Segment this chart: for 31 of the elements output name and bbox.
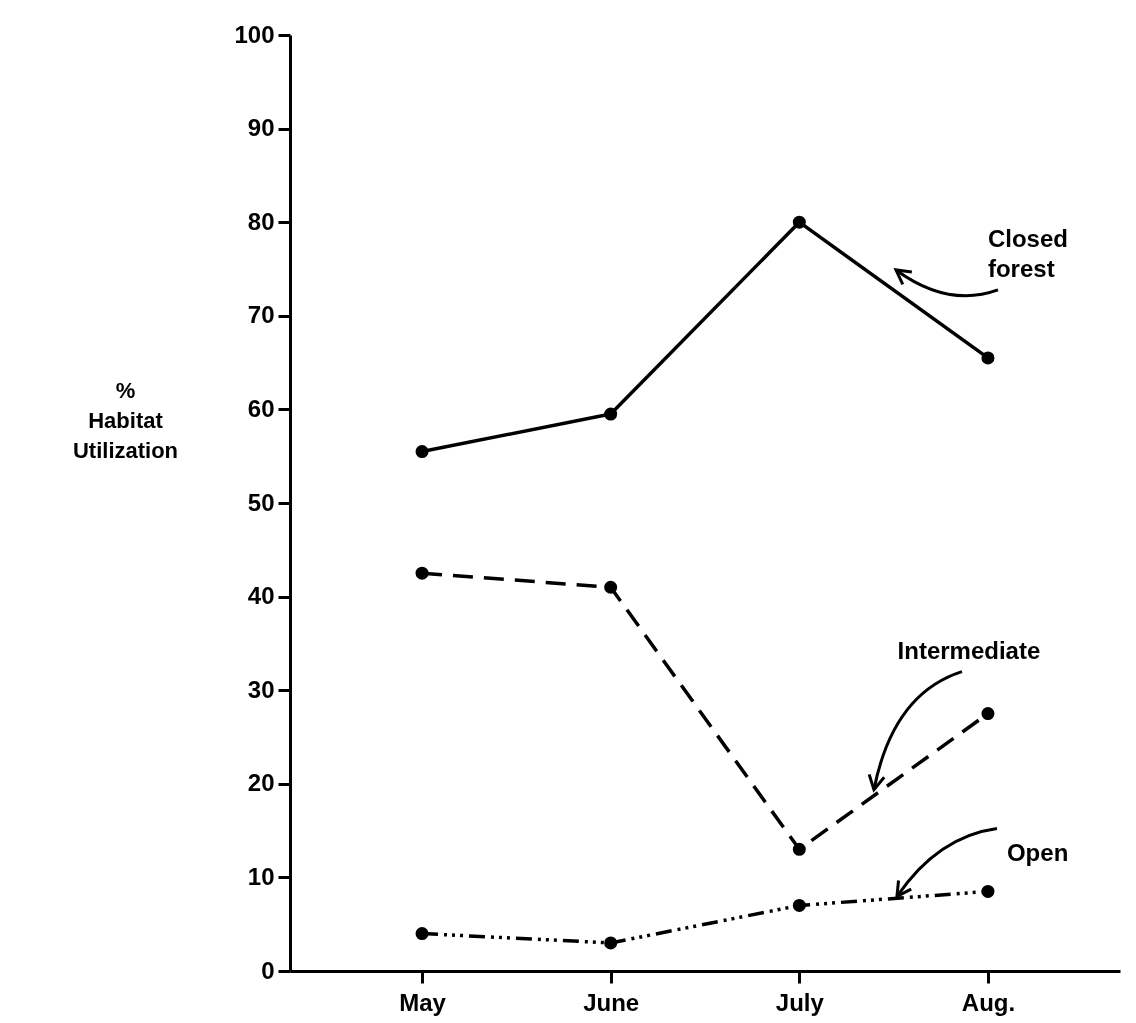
y-axis-title: % Habitat Utilization xyxy=(72,377,179,463)
y-tick-label: 50 xyxy=(247,488,275,516)
point xyxy=(415,566,429,580)
y-tick-label: 60 xyxy=(247,394,275,422)
point xyxy=(792,842,806,856)
text: Intermediate xyxy=(897,636,1041,664)
x-tick-label: July xyxy=(775,988,825,1016)
point xyxy=(981,884,995,898)
x-tick-label: June xyxy=(583,988,640,1016)
y-tick-label: 40 xyxy=(247,582,275,610)
series-label: Open xyxy=(1006,839,1069,867)
point xyxy=(604,580,618,594)
y-tick-label: 0 xyxy=(261,956,275,984)
point xyxy=(981,351,995,365)
point xyxy=(415,927,429,941)
point xyxy=(604,407,618,421)
y-tick-label: 80 xyxy=(247,207,275,235)
x-tick-label: Aug. xyxy=(961,988,1016,1016)
point xyxy=(792,215,806,229)
text: Closed forest xyxy=(987,224,1068,282)
point xyxy=(415,445,429,459)
y-tick-label: 10 xyxy=(247,862,275,890)
point xyxy=(792,898,806,912)
point xyxy=(981,707,995,721)
x-tick-label: May xyxy=(399,988,447,1016)
y-tick-label: 20 xyxy=(247,769,275,797)
point xyxy=(604,936,618,950)
y-tick-label: 70 xyxy=(247,301,275,329)
y-tick-label: 30 xyxy=(247,675,275,703)
y-tick-label: 90 xyxy=(247,114,275,142)
y-tick-label: 100 xyxy=(234,20,275,48)
